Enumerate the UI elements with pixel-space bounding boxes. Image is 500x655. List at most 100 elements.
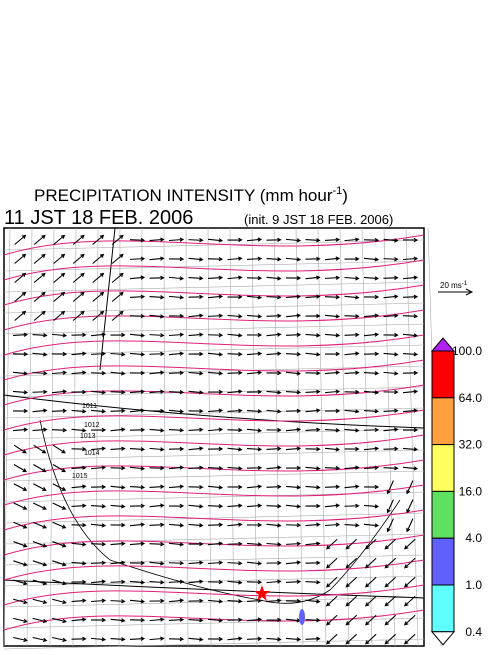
wind-arrow <box>406 518 414 533</box>
lat-line <box>3 260 425 272</box>
wind-arrow <box>12 371 29 376</box>
wind-arrow <box>344 523 360 528</box>
wind-arrow <box>13 598 28 605</box>
colorbar-bin <box>431 397 455 446</box>
wind-arrow <box>285 446 302 451</box>
wind-arrow <box>344 276 360 281</box>
wind-arrow <box>13 463 28 473</box>
wind-arrow <box>72 291 85 302</box>
wind-arrow <box>246 542 263 547</box>
wind-arrow <box>324 503 341 508</box>
wind-arrow <box>285 579 302 584</box>
wind-arrow <box>13 560 28 567</box>
wind-arrow <box>129 294 146 299</box>
boundary <box>3 579 425 599</box>
wind-arrow <box>246 503 263 508</box>
wind-arrow <box>305 333 321 338</box>
wind-arrow <box>266 542 282 547</box>
wind-arrow <box>285 275 302 281</box>
lat-line <box>3 323 425 335</box>
wind-arrow <box>227 541 243 547</box>
wind-arrow <box>71 617 87 622</box>
wind-arrow <box>344 446 360 452</box>
wind-arrow <box>168 446 185 452</box>
lat-line <box>3 449 425 461</box>
isobar <box>3 584 425 606</box>
wind-arrow <box>71 370 87 375</box>
wind-arrow <box>207 238 224 243</box>
wind-arrow <box>33 483 47 491</box>
wind-arrow <box>110 504 126 509</box>
wind-arrow <box>188 332 204 337</box>
lon-line <box>185 227 189 647</box>
wind-arrow <box>207 618 224 623</box>
wind-arrow <box>227 503 243 508</box>
wind-arrow <box>384 614 397 626</box>
wind-arrow <box>90 579 107 584</box>
wind-arrow <box>266 390 282 395</box>
wind-arrow <box>51 370 68 375</box>
wind-arrow <box>110 465 126 471</box>
isobar <box>3 259 425 281</box>
wind-arrow <box>383 275 399 280</box>
wind-arrow <box>227 599 243 604</box>
wind-arrow <box>227 427 243 433</box>
wind-arrow <box>129 617 146 623</box>
wind-arrow <box>305 466 321 471</box>
wind-arrow <box>168 237 185 242</box>
wind-arrow <box>227 275 243 280</box>
wind-arrow <box>52 502 67 510</box>
isobar <box>3 234 425 256</box>
wind-arrow <box>383 257 399 262</box>
wind-arrow <box>110 371 126 376</box>
wind-arrow <box>363 257 380 262</box>
wind-arrow <box>111 234 124 245</box>
wind-arrow <box>305 580 321 585</box>
wind-arrow <box>32 502 47 510</box>
wind-arrow <box>324 237 341 242</box>
wind-arrow <box>110 522 126 528</box>
lon-line <box>361 227 373 647</box>
wind-arrow <box>384 595 397 607</box>
wind-arrow <box>363 465 380 470</box>
wind-arrow <box>90 542 107 547</box>
wind-arrow <box>363 484 380 490</box>
isobar <box>3 409 425 431</box>
wind-arrow <box>129 636 146 641</box>
wind-arrow <box>285 352 302 357</box>
scale-arrow-head <box>465 288 474 296</box>
wind-arrow <box>32 352 48 357</box>
wind-arrow <box>168 617 185 622</box>
isobar-label: 1014 <box>84 450 100 457</box>
wind-arrow <box>129 352 146 357</box>
colorbar: 100.0 64.0 32.0 16.0 4.0 1.0 0.4 <box>430 337 482 646</box>
isobar <box>3 559 425 581</box>
wind-arrow <box>344 428 360 433</box>
wind-arrow <box>207 579 224 585</box>
wind-arrow <box>52 636 67 643</box>
wind-arrow <box>403 538 416 550</box>
wind-arrow <box>363 237 380 243</box>
wind-arrow <box>90 332 107 337</box>
wind-arrow <box>324 370 341 375</box>
wind-arrow <box>129 333 146 338</box>
wind-arrow <box>14 234 27 245</box>
isobar <box>3 284 425 306</box>
wind-arrow <box>324 408 341 414</box>
wind-arrow <box>363 390 380 395</box>
wind-arrow <box>52 541 67 548</box>
wind-arrow <box>53 272 66 283</box>
wind-arrow <box>72 234 85 245</box>
wind-arrow <box>168 560 185 566</box>
wind-arrow <box>383 427 399 432</box>
wind-arrow <box>110 408 126 413</box>
wind-arrow <box>33 291 46 302</box>
wind-arrow <box>13 636 28 643</box>
wind-arrow <box>344 484 360 489</box>
wind-arrow <box>92 291 105 302</box>
wind-arrow <box>363 332 380 337</box>
wind-arrow <box>246 484 263 489</box>
wind-arrow <box>363 276 380 281</box>
wind-arrow <box>345 576 358 588</box>
wind-arrow <box>90 390 107 395</box>
